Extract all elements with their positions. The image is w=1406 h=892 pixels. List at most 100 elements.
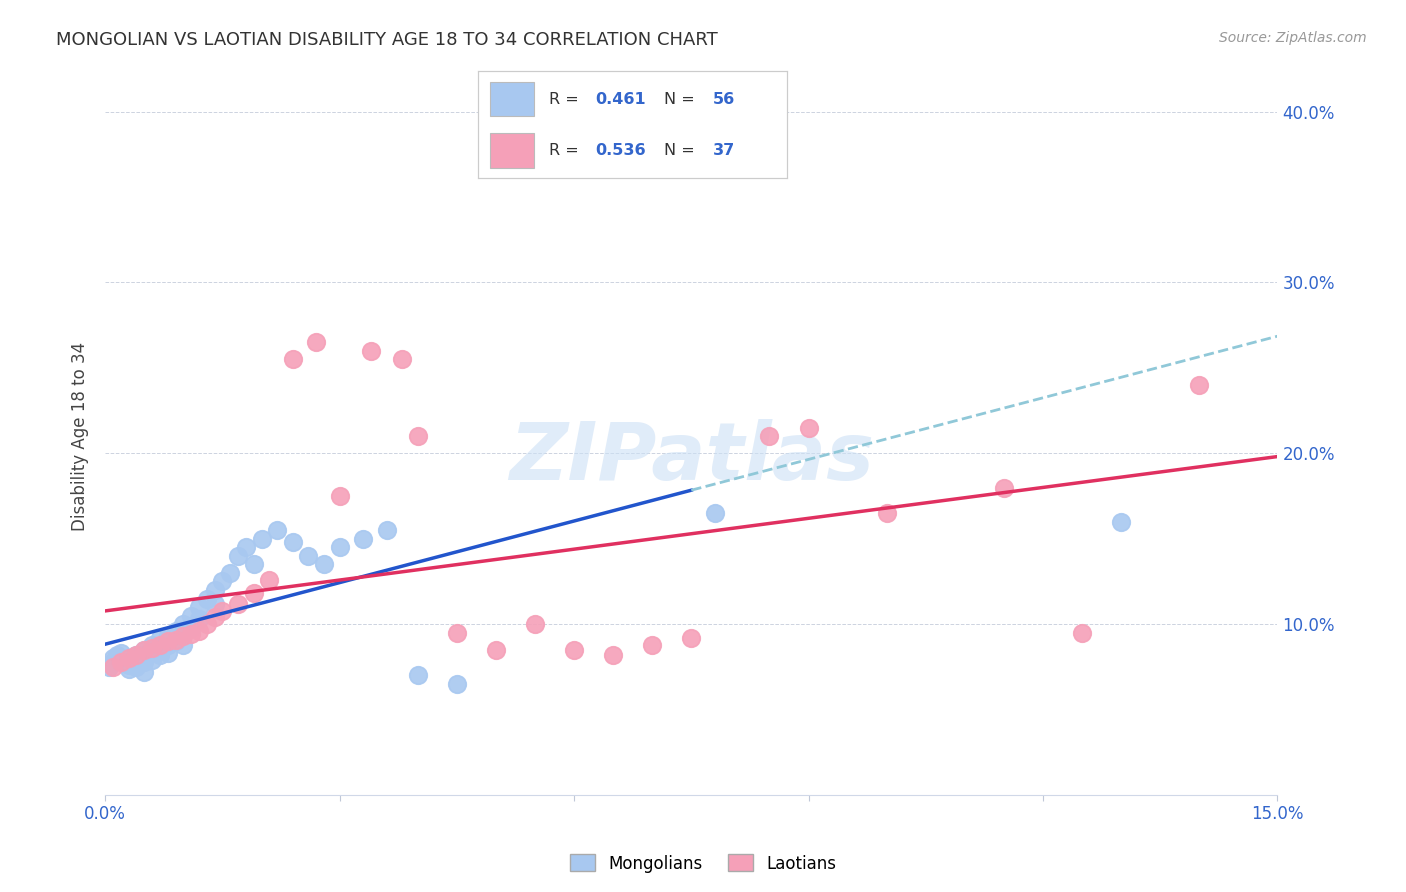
Point <box>305 335 328 350</box>
Point <box>391 352 413 367</box>
Text: R =: R = <box>550 92 583 107</box>
Point <box>110 646 132 660</box>
Point <box>204 597 226 611</box>
Point <box>797 420 820 434</box>
Point <box>156 629 179 643</box>
Point <box>118 651 141 665</box>
Point <box>211 603 233 617</box>
Point <box>250 532 273 546</box>
Point <box>204 582 226 597</box>
Point <box>242 586 264 600</box>
Point <box>101 660 124 674</box>
Point <box>446 677 468 691</box>
Point <box>312 558 335 572</box>
Point <box>329 489 352 503</box>
Point <box>204 610 226 624</box>
Point <box>195 617 218 632</box>
Text: ZIPatlas: ZIPatlas <box>509 418 873 497</box>
Point <box>118 651 141 665</box>
Point <box>165 632 187 647</box>
Point <box>281 535 304 549</box>
Point <box>180 608 202 623</box>
Point <box>524 617 547 632</box>
Point <box>134 643 156 657</box>
Point <box>681 631 703 645</box>
Point <box>219 566 242 580</box>
Point <box>134 648 156 662</box>
Point <box>242 558 264 572</box>
Point <box>1071 625 1094 640</box>
Point <box>195 591 218 606</box>
Point <box>1109 515 1132 529</box>
Point <box>235 541 257 555</box>
Point <box>156 634 179 648</box>
Point <box>281 352 304 367</box>
Point <box>125 653 148 667</box>
Point <box>266 523 288 537</box>
Point <box>188 624 211 638</box>
Point <box>156 638 179 652</box>
Point <box>375 523 398 537</box>
Text: N =: N = <box>664 92 700 107</box>
Point <box>134 655 156 669</box>
Point <box>226 597 249 611</box>
Point <box>134 643 156 657</box>
Point <box>297 549 319 563</box>
Point <box>141 653 163 667</box>
Point <box>876 506 898 520</box>
Point <box>993 481 1015 495</box>
Text: N =: N = <box>664 143 700 158</box>
Point <box>602 648 624 662</box>
Point <box>149 638 172 652</box>
Point <box>149 648 172 662</box>
Point <box>101 651 124 665</box>
Point <box>125 660 148 674</box>
Text: R =: R = <box>550 143 583 158</box>
Point <box>758 429 780 443</box>
Point <box>641 638 664 652</box>
Text: Source: ZipAtlas.com: Source: ZipAtlas.com <box>1219 31 1367 45</box>
Point <box>141 638 163 652</box>
Point <box>134 665 156 679</box>
Point <box>101 655 124 669</box>
Point <box>125 648 148 662</box>
Point <box>360 343 382 358</box>
Point <box>180 627 202 641</box>
Point <box>114 657 136 671</box>
FancyBboxPatch shape <box>491 82 534 116</box>
Point <box>118 658 141 673</box>
Point <box>259 573 281 587</box>
Point <box>485 643 508 657</box>
Point <box>149 631 172 645</box>
Point <box>110 655 132 669</box>
Point <box>562 643 585 657</box>
Point <box>105 648 128 662</box>
Point <box>149 640 172 654</box>
Point <box>98 660 121 674</box>
Point <box>703 506 725 520</box>
Point <box>188 612 211 626</box>
Point <box>110 653 132 667</box>
FancyBboxPatch shape <box>491 134 534 168</box>
Point <box>406 668 429 682</box>
Point <box>156 646 179 660</box>
Point <box>329 541 352 555</box>
Text: MONGOLIAN VS LAOTIAN DISABILITY AGE 18 TO 34 CORRELATION CHART: MONGOLIAN VS LAOTIAN DISABILITY AGE 18 T… <box>56 31 718 49</box>
Point <box>1188 378 1211 392</box>
Point <box>118 662 141 676</box>
Point <box>125 648 148 662</box>
Point <box>524 156 547 170</box>
Y-axis label: Disability Age 18 to 34: Disability Age 18 to 34 <box>72 342 89 531</box>
Point <box>211 574 233 589</box>
Point <box>172 625 194 640</box>
Point <box>226 549 249 563</box>
Point <box>141 641 163 656</box>
Point <box>406 429 429 443</box>
Point <box>172 638 194 652</box>
Point <box>165 634 187 648</box>
Text: 0.536: 0.536 <box>596 143 647 158</box>
Text: 56: 56 <box>713 92 735 107</box>
Text: 37: 37 <box>713 143 735 158</box>
Text: 0.461: 0.461 <box>596 92 647 107</box>
Point <box>165 624 187 638</box>
